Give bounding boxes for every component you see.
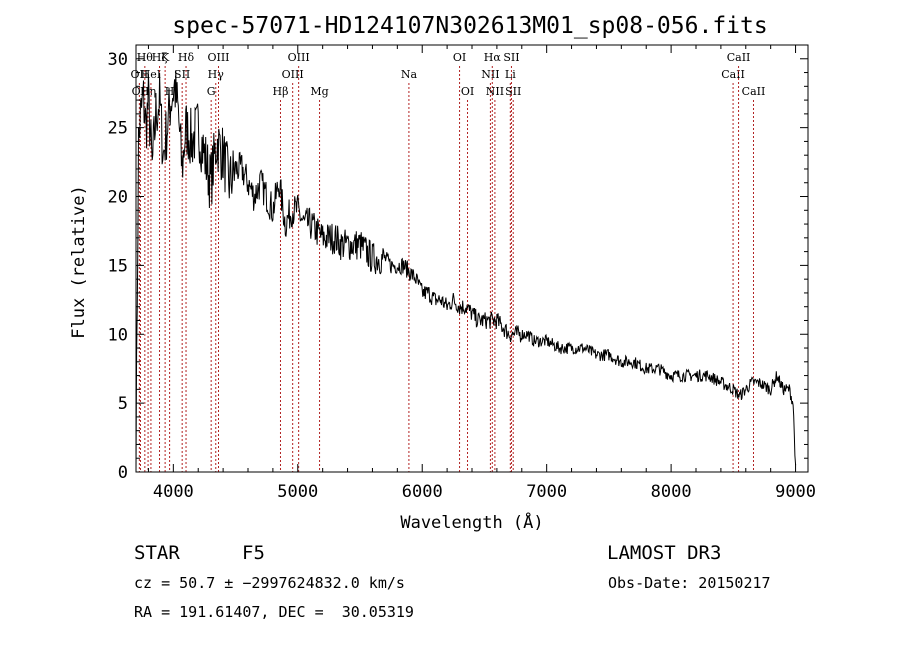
y-tick-label-1: 5 (118, 394, 128, 414)
line-label-8: SII (174, 68, 190, 81)
line-label-5: Hζ (152, 51, 168, 64)
line-label-0: OII (131, 68, 149, 81)
x-axis-label: Wavelength (Å) (400, 511, 543, 533)
line-label-10: G (207, 85, 216, 98)
line-label-4: HeI (141, 68, 161, 81)
plot-frame (135, 44, 809, 473)
line-label-17: Na (401, 68, 418, 81)
line-label-18: OI (453, 51, 466, 64)
line-label-27: CaII (727, 51, 751, 64)
y-tick-label-6: 30 (108, 50, 128, 70)
axis-ticks-layer: 4000 5000 6000 7000 8000 9000 0 5 10 15 20 25 30 (108, 45, 816, 502)
line-label-14: OIII (282, 68, 304, 81)
y-tick-label-0: 0 (118, 463, 128, 483)
line-label-20: NII (481, 68, 499, 81)
line-label-26: CaII (721, 68, 745, 81)
line-label-15: OIII (288, 51, 310, 64)
line-label-6: K (161, 51, 170, 64)
x-tick-label-3: 7000 (526, 482, 567, 502)
line-label-21: Hα (484, 51, 502, 64)
line-label-25: SII (505, 85, 521, 98)
redshift-velocity: cz = 50.7 ± −2997624832.0 km/s (134, 574, 405, 592)
y-tick-label-2: 10 (108, 325, 128, 345)
x-tick-label-5: 9000 (775, 482, 816, 502)
line-label-22: NII (486, 85, 504, 98)
y-axis-label: Flux (relative) (69, 185, 89, 339)
object-class: STAR (134, 542, 180, 564)
line-label-2: Hθ (137, 51, 154, 64)
chart-title: spec-57071-HD124107N302613M01_sp08-056.f… (172, 13, 767, 39)
line-label-23: Li (505, 68, 516, 81)
flux-trace (135, 70, 797, 473)
line-label-19: OI (461, 85, 474, 98)
line-label-9: Hδ (178, 51, 195, 64)
line-markers-layer: OIIOIIHθHηHeIHζKHSIIHδGHγOIIIHβOIIIOIIIM… (131, 51, 766, 472)
line-label-13: Hβ (273, 85, 289, 98)
observation-date: Obs-Date: 20150217 (608, 574, 771, 592)
y-tick-label-3: 15 (108, 256, 128, 276)
line-label-11: Hγ (208, 68, 225, 81)
x-tick-label-0: 4000 (153, 482, 194, 502)
line-label-24: SII (503, 51, 519, 64)
line-label-16: Mg (310, 85, 328, 98)
x-tick-label-4: 8000 (651, 482, 692, 502)
y-tick-label-4: 20 (108, 188, 128, 208)
y-tick-label-5: 25 (108, 119, 128, 139)
survey-name: LAMOST DR3 (607, 542, 722, 564)
sky-coordinates: RA = 191.61407, DEC = 30.05319 (134, 603, 414, 621)
x-tick-label-2: 6000 (402, 482, 443, 502)
x-tick-label-1: 5000 (277, 482, 318, 502)
line-label-28: CaII (742, 85, 766, 98)
spectral-subclass: F5 (242, 542, 265, 564)
line-label-12: OIII (207, 51, 229, 64)
